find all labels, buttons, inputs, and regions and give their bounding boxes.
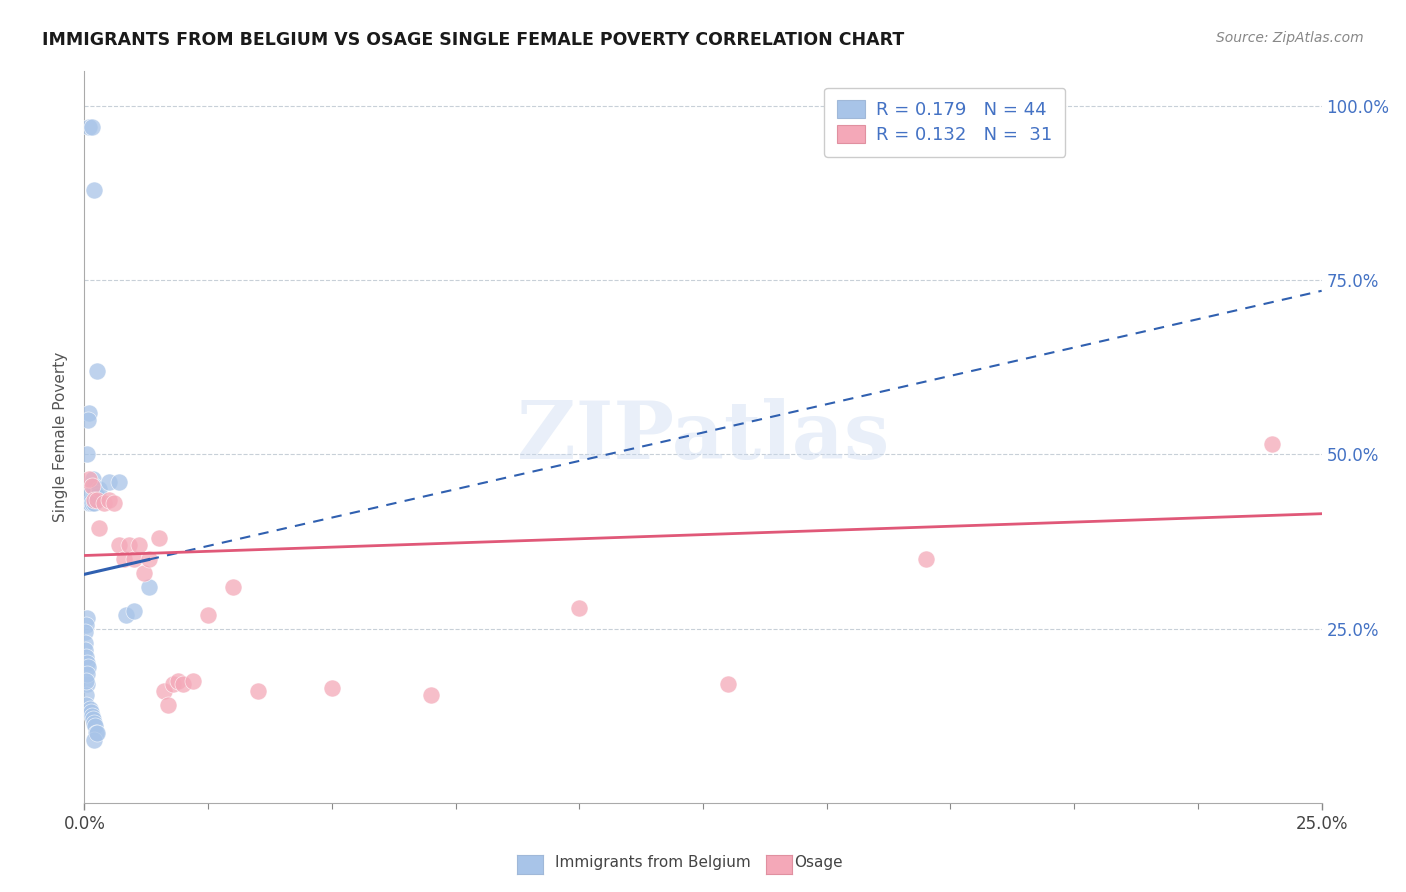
Point — [76, 448, 98, 462]
Point — [112, 552, 135, 566]
Point — [86, 492, 108, 507]
Point — [82, 712, 104, 726]
Point — [1261, 437, 1284, 451]
Point — [717, 677, 740, 691]
Point — [197, 607, 219, 622]
Text: Osage: Osage — [794, 855, 844, 870]
Point — [118, 538, 141, 552]
Point — [84, 719, 107, 733]
Point — [86, 726, 108, 740]
Point — [83, 479, 105, 493]
Point — [148, 531, 170, 545]
Text: IMMIGRANTS FROM BELGIUM VS OSAGE SINGLE FEMALE POVERTY CORRELATION CHART: IMMIGRANTS FROM BELGIUM VS OSAGE SINGLE … — [42, 31, 904, 49]
Point — [162, 677, 184, 691]
Point — [246, 684, 269, 698]
Point — [73, 635, 96, 649]
Point — [89, 521, 111, 535]
Point — [79, 496, 101, 510]
Point — [80, 705, 103, 719]
Point — [77, 412, 100, 426]
Point — [79, 120, 101, 134]
Point — [76, 611, 98, 625]
Point — [86, 489, 108, 503]
Point — [321, 681, 343, 695]
Point — [84, 726, 107, 740]
Point — [152, 684, 174, 698]
Point — [75, 698, 97, 713]
Point — [138, 580, 160, 594]
Point — [138, 552, 160, 566]
Point — [122, 604, 145, 618]
Point — [122, 552, 145, 566]
Point — [80, 120, 103, 134]
Text: Source: ZipAtlas.com: Source: ZipAtlas.com — [1216, 31, 1364, 45]
Text: Immigrants from Belgium: Immigrants from Belgium — [555, 855, 751, 870]
Point — [83, 492, 105, 507]
Point — [76, 657, 98, 671]
Point — [79, 406, 101, 420]
Point — [115, 607, 138, 622]
Point — [222, 580, 245, 594]
Point — [103, 496, 125, 510]
Point — [75, 688, 97, 702]
Text: ZIPatlas: ZIPatlas — [517, 398, 889, 476]
Point — [83, 733, 105, 747]
Point — [76, 667, 98, 681]
Point — [79, 702, 101, 716]
Point — [181, 673, 204, 688]
Point — [75, 673, 97, 688]
Point — [83, 496, 105, 510]
Point — [79, 496, 101, 510]
Point — [157, 698, 180, 713]
Point — [128, 538, 150, 552]
Point — [93, 496, 115, 510]
Point — [86, 364, 108, 378]
Point — [568, 600, 591, 615]
Point — [82, 708, 104, 723]
Legend: R = 0.179   N = 44, R = 0.132   N =  31: R = 0.179 N = 44, R = 0.132 N = 31 — [824, 87, 1066, 157]
Point — [84, 485, 107, 500]
Point — [83, 715, 105, 730]
Point — [914, 552, 936, 566]
Point — [98, 475, 121, 490]
Point — [76, 660, 98, 674]
Point — [419, 688, 441, 702]
Point — [75, 618, 97, 632]
Point — [80, 479, 103, 493]
Point — [75, 649, 97, 664]
Point — [73, 642, 96, 657]
Point — [76, 489, 98, 503]
Point — [108, 475, 131, 490]
Point — [89, 483, 111, 497]
Point — [75, 625, 97, 640]
Point — [98, 492, 121, 507]
Point — [82, 472, 104, 486]
Y-axis label: Single Female Poverty: Single Female Poverty — [53, 352, 69, 522]
Point — [172, 677, 194, 691]
Point — [79, 472, 101, 486]
Point — [108, 538, 131, 552]
Point — [167, 673, 190, 688]
Point — [76, 677, 98, 691]
Point — [132, 566, 155, 580]
Point — [80, 496, 103, 510]
Point — [83, 183, 105, 197]
